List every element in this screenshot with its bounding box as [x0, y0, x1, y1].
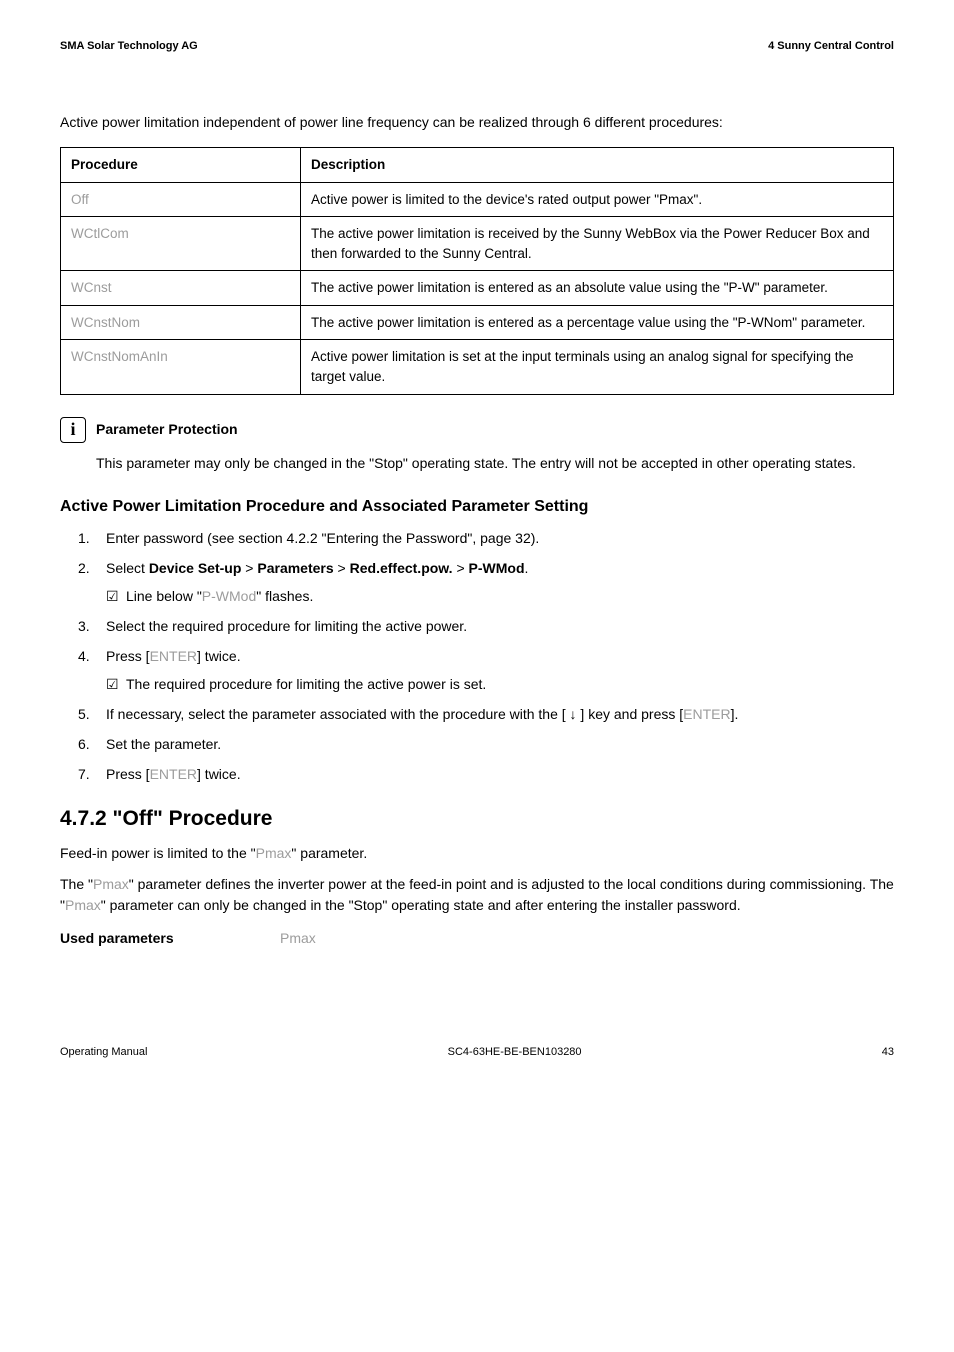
checkbox-icon: ☑	[106, 586, 126, 607]
table-cell-proc: WCtlCom	[61, 217, 301, 271]
step-text: >	[241, 560, 257, 576]
key-name: ENTER	[150, 766, 197, 782]
subheading: Active Power Limitation Procedure and As…	[60, 498, 894, 516]
step-item: 5. If necessary, select the parameter as…	[78, 704, 894, 725]
step-body: If necessary, select the parameter assoc…	[106, 704, 894, 725]
step-body: Select Device Set-up > Parameters > Red.…	[106, 558, 894, 607]
check-result: ☑ Line below "P-WMod" flashes.	[106, 586, 894, 607]
step-number: 5.	[78, 704, 106, 725]
step-item: 1. Enter password (see section 4.2.2 "En…	[78, 528, 894, 549]
table-row: Off Active power is limited to the devic…	[61, 182, 894, 217]
table-header-description: Description	[301, 148, 894, 183]
intro-paragraph: Active power limitation independent of p…	[60, 112, 894, 133]
text: " flashes.	[256, 588, 313, 604]
text: Press [	[106, 766, 150, 782]
step-bold: P-WMod	[469, 560, 525, 576]
step-item: 4. Press [ENTER] twice. ☑ The required p…	[78, 646, 894, 695]
check-text: Line below "P-WMod" flashes.	[126, 586, 313, 607]
step-body: Select the required procedure for limiti…	[106, 616, 894, 637]
text: The "	[60, 876, 93, 892]
step-text: .	[525, 560, 529, 576]
table-cell-desc: The active power limitation is entered a…	[301, 305, 894, 340]
section-p1: Feed-in power is limited to the "Pmax" p…	[60, 843, 894, 864]
text: ] twice.	[197, 648, 241, 664]
step-bold: Parameters	[257, 560, 333, 576]
table-header-procedure: Procedure	[61, 148, 301, 183]
table-cell-desc: Active power is limited to the device's …	[301, 182, 894, 217]
text: " parameter can only be changed in the "…	[101, 897, 741, 913]
table-row: WCnst The active power limitation is ent…	[61, 271, 894, 306]
footer-right: 43	[882, 1046, 894, 1058]
footer-left: Operating Manual	[60, 1046, 147, 1058]
step-item: 6. Set the parameter.	[78, 734, 894, 755]
step-body: Press [ENTER] twice.	[106, 764, 894, 785]
table-row: WCnstNomAnIn Active power limitation is …	[61, 340, 894, 394]
text: If necessary, select the parameter assoc…	[106, 706, 683, 722]
param-name: Pmax	[93, 876, 129, 892]
step-number: 7.	[78, 764, 106, 785]
step-body: Enter password (see section 4.2.2 "Enter…	[106, 528, 894, 549]
procedure-table: Procedure Description Off Active power i…	[60, 147, 894, 395]
step-body: Set the parameter.	[106, 734, 894, 755]
step-text: >	[453, 560, 469, 576]
page-footer: Operating Manual SC4-63HE-BE-BEN103280 4…	[60, 1046, 894, 1058]
step-bold: Red.effect.pow.	[350, 560, 453, 576]
check-result: ☑ The required procedure for limiting th…	[106, 674, 894, 695]
step-number: 1.	[78, 528, 106, 549]
table-cell-proc: WCnst	[61, 271, 301, 306]
text: Press [	[106, 648, 150, 664]
text: ] twice.	[197, 766, 241, 782]
table-cell-desc: The active power limitation is received …	[301, 217, 894, 271]
check-text: The required procedure for limiting the …	[126, 674, 486, 695]
step-bold: Device Set-up	[149, 560, 242, 576]
step-item: 3. Select the required procedure for lim…	[78, 616, 894, 637]
header-left: SMA Solar Technology AG	[60, 40, 198, 52]
step-number: 4.	[78, 646, 106, 695]
used-parameters-value: Pmax	[280, 930, 316, 946]
param-name: Pmax	[256, 845, 292, 861]
text: Feed-in power is limited to the "	[60, 845, 256, 861]
param-name: P-WMod	[202, 588, 256, 604]
key-name: ENTER	[683, 706, 730, 722]
used-parameters-row: Used parameters Pmax	[60, 930, 894, 946]
text: ].	[731, 706, 739, 722]
table-cell-proc: WCnstNomAnIn	[61, 340, 301, 394]
step-text: Select	[106, 560, 149, 576]
table-row: WCnstNom The active power limitation is …	[61, 305, 894, 340]
table-cell-proc: Off	[61, 182, 301, 217]
checkbox-icon: ☑	[106, 674, 126, 695]
table-header-row: Procedure Description	[61, 148, 894, 183]
page-header: SMA Solar Technology AG 4 Sunny Central …	[60, 40, 894, 52]
table-cell-desc: Active power limitation is set at the in…	[301, 340, 894, 394]
step-number: 6.	[78, 734, 106, 755]
used-parameters-label: Used parameters	[60, 930, 280, 946]
step-text: >	[334, 560, 350, 576]
key-name: ENTER	[150, 648, 197, 664]
info-body: This parameter may only be changed in th…	[96, 453, 894, 474]
section-heading: 4.7.2 "Off" Procedure	[60, 807, 894, 831]
step-item: 7. Press [ENTER] twice.	[78, 764, 894, 785]
table-row: WCtlCom The active power limitation is r…	[61, 217, 894, 271]
section-p2: The "Pmax" parameter defines the inverte…	[60, 874, 894, 916]
steps-list: 1. Enter password (see section 4.2.2 "En…	[78, 528, 894, 785]
text: " parameter.	[291, 845, 367, 861]
step-number: 2.	[78, 558, 106, 607]
step-item: 2. Select Device Set-up > Parameters > R…	[78, 558, 894, 607]
footer-center: SC4-63HE-BE-BEN103280	[448, 1046, 582, 1058]
info-box-header: i Parameter Protection	[60, 417, 894, 443]
info-title: Parameter Protection	[96, 417, 238, 437]
info-icon: i	[60, 417, 86, 443]
table-cell-desc: The active power limitation is entered a…	[301, 271, 894, 306]
param-name: Pmax	[65, 897, 101, 913]
header-right: 4 Sunny Central Control	[768, 40, 894, 52]
text: Line below "	[126, 588, 202, 604]
table-cell-proc: WCnstNom	[61, 305, 301, 340]
step-number: 3.	[78, 616, 106, 637]
step-body: Press [ENTER] twice. ☑ The required proc…	[106, 646, 894, 695]
